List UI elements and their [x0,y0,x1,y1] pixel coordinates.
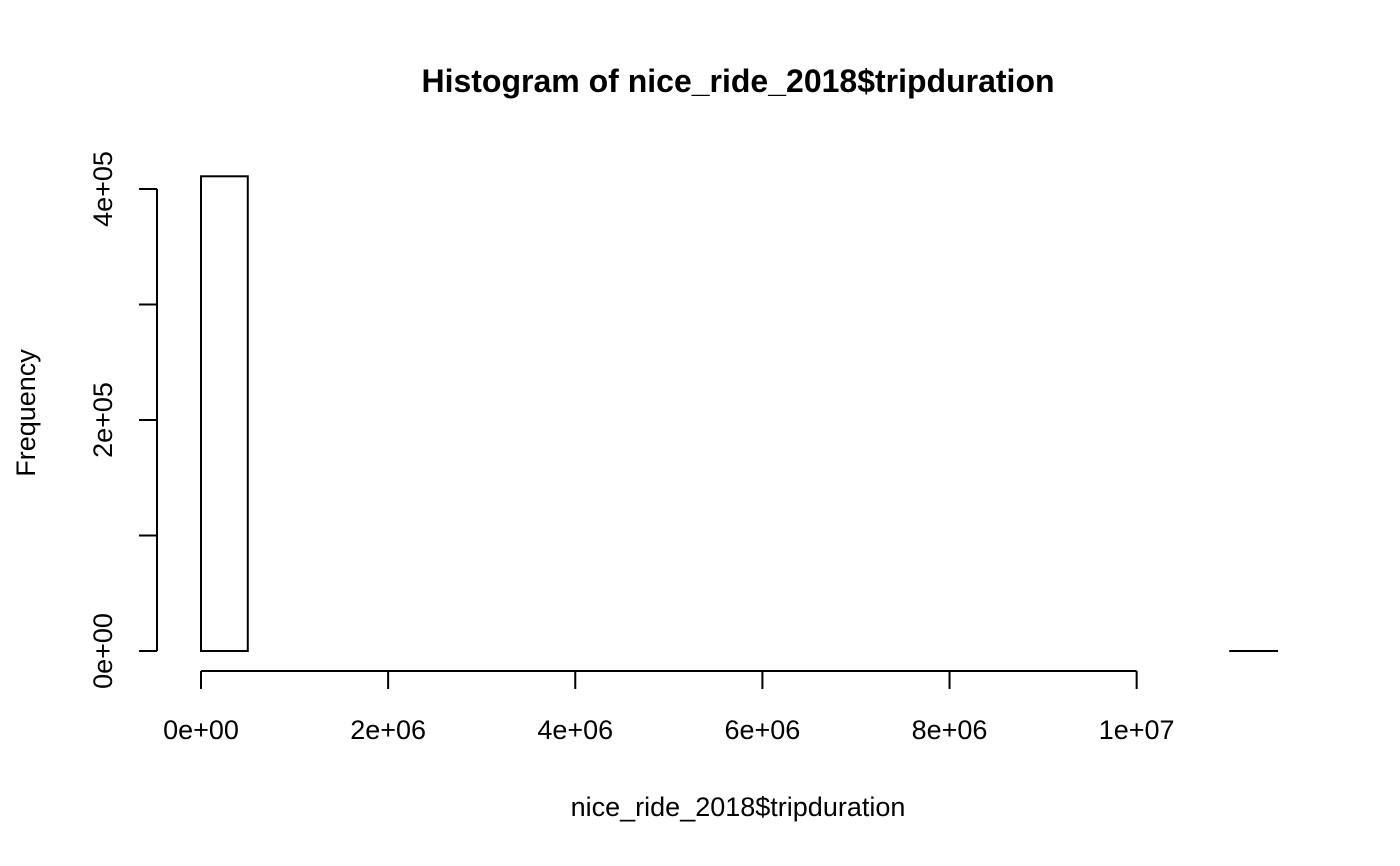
x-tick-label: 4e+06 [537,715,613,745]
y-axis: 0e+00 2e+05 4e+05 [88,151,158,689]
x-tick-label: 0e+00 [163,715,239,745]
histogram-bars [200,175,1279,652]
chart-title: Histogram of nice_ride_2018$tripduration [421,63,1054,99]
y-tick-label: 2e+05 [88,382,118,458]
x-tick-label: 1e+07 [1099,715,1175,745]
y-tick-label: 4e+05 [88,151,118,227]
x-tick-label: 8e+06 [912,715,988,745]
x-axis-label: nice_ride_2018$tripduration [571,792,906,822]
y-axis-label: Frequency [11,349,41,477]
histogram-bar [200,175,249,652]
x-tick-label: 6e+06 [724,715,800,745]
x-tick-label: 2e+06 [350,715,426,745]
y-tick-label: 0e+00 [88,613,118,689]
x-axis: 0e+00 2e+06 4e+06 6e+06 8e+06 1e+07 [163,670,1175,745]
